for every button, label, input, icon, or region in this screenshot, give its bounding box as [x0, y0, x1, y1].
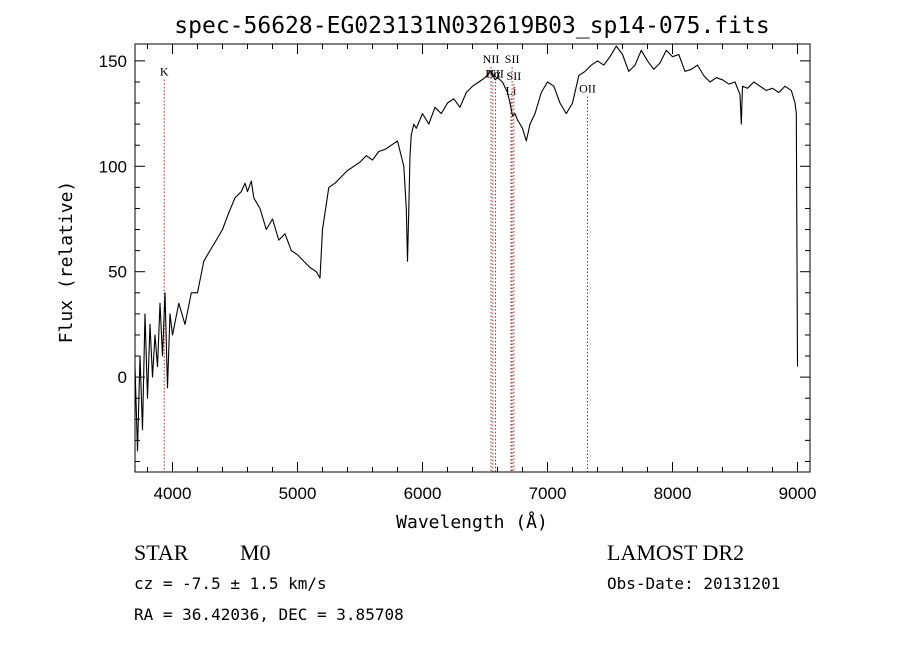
axis-ticks-layer: 4000 5000 6000 7000 8000 9000 0 50 100 150: [99, 44, 817, 503]
object-subclass: M0: [240, 540, 271, 565]
y-axis-label: Flux (relative): [56, 181, 77, 344]
y-tick-label: 50: [108, 263, 127, 282]
x-tick-label: 8000: [654, 484, 692, 503]
x-axis-label: Wavelength (Å): [396, 511, 548, 533]
reference-line-label-3: NII: [487, 67, 504, 81]
reference-line-label-1: NII: [483, 52, 500, 66]
x-tick-label: 4000: [154, 484, 192, 503]
coordinates-text: RA = 36.42036, DEC = 3.85708: [134, 605, 404, 624]
spectrum-series-line: [134, 45, 799, 452]
object-class: STAR: [134, 540, 189, 565]
chart-title: spec-56628-EG023131N032619B03_sp14-075.f…: [174, 13, 769, 39]
reference-line-label-5: SII: [505, 52, 520, 66]
reference-line-label-6: SII: [507, 69, 522, 83]
survey-label: LAMOST DR2: [607, 540, 745, 565]
y-tick-label: 0: [118, 368, 127, 387]
x-tick-label: 5000: [279, 484, 317, 503]
x-tick-label: 9000: [779, 484, 817, 503]
reference-line-label-7: OII: [579, 81, 596, 95]
reference-line-label-0: K: [160, 65, 169, 79]
redshift-text: cz = -7.5 ± 1.5 km/s: [134, 574, 327, 593]
reference-line-label-2: Hα: [485, 67, 501, 81]
y-tick-label: 100: [99, 157, 127, 176]
spectrum-chart: spec-56628-EG023131N032619B03_sp14-075.f…: [56, 13, 817, 533]
plot-frame: [134, 43, 811, 473]
x-tick-label: 6000: [404, 484, 442, 503]
reference-line-label-4: Li: [506, 84, 517, 98]
x-tick-label: 7000: [529, 484, 567, 503]
obs-date-text: Obs-Date: 20131201: [607, 574, 781, 593]
y-tick-label: 150: [99, 52, 127, 71]
